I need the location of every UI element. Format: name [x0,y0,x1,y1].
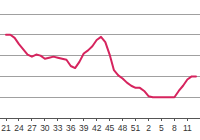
x-tick [187,118,188,121]
x-tick-label: 33 [53,123,63,133]
x-tick [31,118,32,121]
x-tick [83,118,84,121]
x-tick [135,118,136,121]
x-tick [122,118,123,121]
x-tick-label: 36 [66,123,76,133]
x-tick-label: 21 [1,123,11,133]
x-tick-label: 11 [183,123,192,133]
chart-svg: 2124273033363942454851 258 11 [0,0,200,140]
x-tick-label: 48 [118,123,128,133]
x-tick [109,118,110,121]
x-tick-label: 30 [40,123,50,133]
x-tick [148,118,149,121]
x-tick-label: 5 [159,123,164,133]
x-tick [18,118,19,121]
x-tick-label: 27 [27,123,37,133]
x-tick-label: 45 [105,123,115,133]
x-axis-line [0,118,200,119]
chart: 2124273033363942454851 258 11 [0,0,200,140]
series-line [6,35,196,97]
grid-line [0,14,200,15]
x-tick-label: 42 [92,123,102,133]
grid-line [0,34,200,35]
x-tick [44,118,45,121]
x-tick [96,118,97,121]
grid-line [0,76,200,77]
x-tick [161,118,162,121]
x-tick [174,118,175,121]
x-tick-label: 39 [79,123,89,133]
x-tick-label: 24 [14,123,24,133]
x-tick-label: 8 [172,123,177,133]
plot-area [6,35,196,97]
x-tick [70,118,71,121]
x-tick [6,118,7,121]
x-tick-label: 2 [146,123,151,133]
x-tick-label: 51 [131,123,141,133]
x-tick [57,118,58,121]
